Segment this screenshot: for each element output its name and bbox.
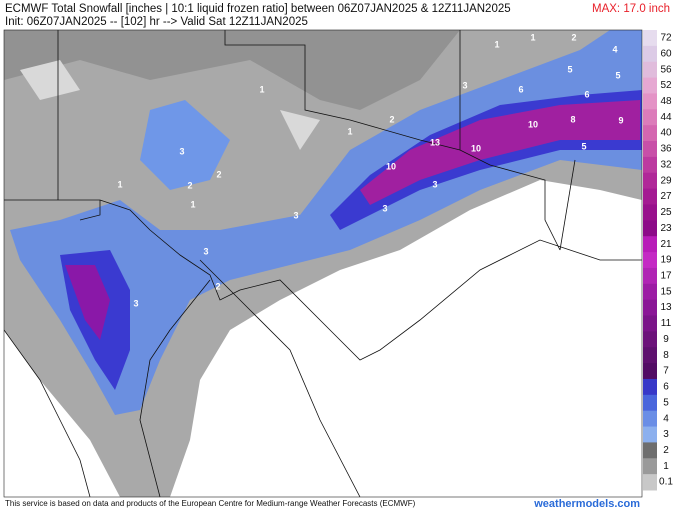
colorbar-swatch xyxy=(643,458,657,475)
contour-label: 13 xyxy=(430,137,440,147)
colorbar-label: 56 xyxy=(660,64,672,75)
contour-label: 5 xyxy=(567,64,572,74)
colorbar-label: 0.1 xyxy=(659,477,673,488)
contour-label: 6 xyxy=(518,84,523,94)
title: ECMWF Total Snowfall [inches | 10:1 liqu… xyxy=(5,3,511,15)
colorbar-swatch xyxy=(643,283,657,301)
colorbar-label: 21 xyxy=(660,239,672,250)
contour-label: 9 xyxy=(618,115,623,125)
colorbar-swatch xyxy=(643,315,657,332)
contour-label: 3 xyxy=(133,298,138,308)
colorbar-swatch xyxy=(643,30,657,47)
colorbar-swatch xyxy=(643,410,657,428)
colorbar-label: 5 xyxy=(663,397,669,408)
colorbar-label: 48 xyxy=(660,96,672,107)
colorbar-label: 7 xyxy=(663,366,669,377)
colorbar-label: 19 xyxy=(660,255,672,266)
colorbar-label: 9 xyxy=(663,334,669,345)
contour-label: 1 xyxy=(530,32,535,42)
footer-credit: This service is based on data and produc… xyxy=(5,499,416,508)
colorbar-swatch xyxy=(643,442,657,459)
colorbar-swatch xyxy=(643,204,657,221)
contour-label: 1 xyxy=(259,84,264,94)
contour-label: 2 xyxy=(216,169,221,179)
contour-label: 3 xyxy=(203,246,208,256)
contour-label: 5 xyxy=(581,141,586,151)
colorbar-label: 60 xyxy=(660,48,672,59)
contour-label: 10 xyxy=(471,143,481,153)
colorbar-label: 2 xyxy=(663,445,669,456)
colorbar-label: 36 xyxy=(660,144,672,155)
contour-label: 3 xyxy=(293,210,298,220)
contour-label: 3 xyxy=(462,80,467,90)
colorbar-swatch xyxy=(643,45,657,63)
colorbar-swatch xyxy=(643,188,657,205)
contour-label: 1 xyxy=(117,179,122,189)
contour-label: 2 xyxy=(389,114,394,124)
colorbar-label: 27 xyxy=(660,191,672,202)
contour-label: 5 xyxy=(615,70,620,80)
contour-label: 3 xyxy=(432,179,437,189)
colorbar-label: 3 xyxy=(663,429,669,440)
colorbar-label: 13 xyxy=(660,302,672,313)
colorbar-swatch xyxy=(643,363,657,380)
colorbar-swatch xyxy=(643,426,657,443)
colorbar-label: 23 xyxy=(660,223,672,234)
colorbar-swatch xyxy=(643,220,657,237)
colorbar-swatch xyxy=(643,267,657,285)
contour-label: 2 xyxy=(571,32,576,42)
contour-label: 2 xyxy=(187,180,192,190)
contour-label: 2 xyxy=(215,281,220,291)
colorbar-label: 8 xyxy=(663,350,669,361)
colorbar-label: 25 xyxy=(660,207,672,218)
colorbar-swatch xyxy=(643,299,657,317)
max-label: MAX: 17.0 inch xyxy=(592,3,670,15)
colorbar-label: 11 xyxy=(661,318,672,329)
colorbar-label: 44 xyxy=(660,112,672,123)
colorbar-label: 6 xyxy=(663,382,669,393)
contour-label: 1 xyxy=(347,126,352,136)
colorbar-swatch xyxy=(643,172,657,190)
contour-label: 1 xyxy=(494,39,499,49)
contour-label: 8 xyxy=(570,114,575,124)
colorbar-swatch xyxy=(643,331,657,348)
colorbar-swatch xyxy=(643,109,657,126)
contour-label: 6 xyxy=(584,89,589,99)
contour-label: 10 xyxy=(528,119,538,129)
subtitle: Init: 06Z07JAN2025 -- [102] hr --> Valid… xyxy=(5,16,308,28)
colorbar-swatch xyxy=(643,141,657,158)
contour-label: 4 xyxy=(612,44,617,54)
colorbar-swatch xyxy=(643,61,657,79)
colorbar-label: 15 xyxy=(660,286,672,297)
map-frame xyxy=(3,29,643,498)
contour-label: 1 xyxy=(190,199,195,209)
colorbar-label: 29 xyxy=(660,175,672,186)
footer-brand: weathermodels.com xyxy=(533,498,640,510)
colorbar-label: 40 xyxy=(660,128,672,139)
colorbar-swatch xyxy=(643,77,657,94)
colorbar-swatch xyxy=(643,394,657,412)
colorbar-label: 1 xyxy=(663,461,669,472)
colorbar-label: 4 xyxy=(663,413,669,424)
colorbar-swatch xyxy=(643,252,657,269)
colorbar-label: 32 xyxy=(660,159,672,170)
contour-label: 10 xyxy=(386,161,396,171)
colorbar-swatch xyxy=(643,125,657,142)
colorbar-swatch xyxy=(643,236,657,253)
colorbar-swatch xyxy=(643,156,657,174)
colorbar-label: 72 xyxy=(660,33,672,44)
contour-label: 3 xyxy=(382,203,387,213)
colorbar-swatch xyxy=(643,474,657,491)
colorbar-label: 52 xyxy=(660,80,672,91)
colorbar-swatch xyxy=(643,93,657,110)
colorbar-swatch xyxy=(643,378,657,396)
contour-label: 3 xyxy=(179,146,184,156)
colorbar-swatch xyxy=(643,347,657,364)
colorbar-label: 17 xyxy=(660,271,672,282)
